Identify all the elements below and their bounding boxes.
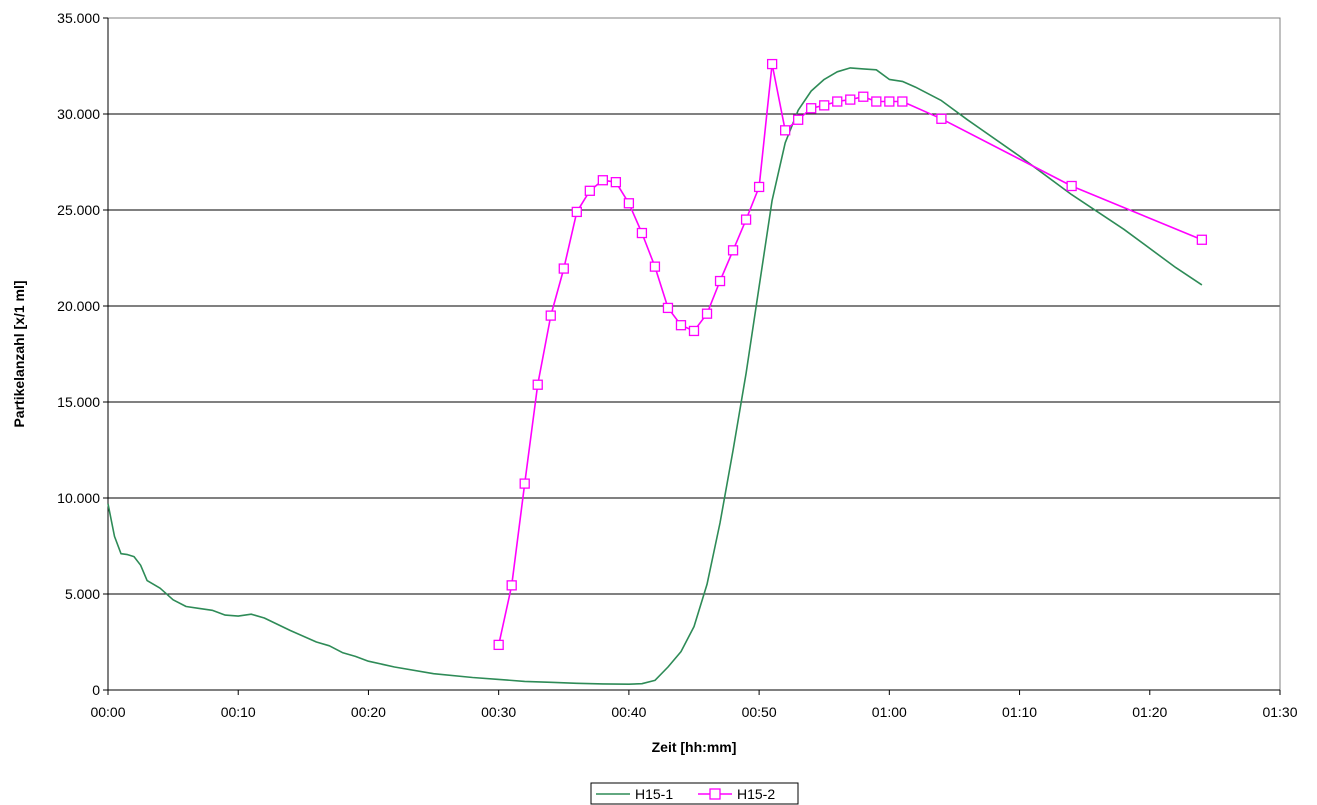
data-point-h15-2 — [597, 175, 608, 186]
data-point-h15-2 — [545, 310, 556, 321]
y-tick-label: 35.000 — [57, 10, 100, 26]
y-tick-label: 20.000 — [57, 298, 100, 314]
data-point-h15-2 — [727, 245, 739, 256]
plot-area-border — [107, 17, 1281, 691]
data-point-h15-2 — [740, 214, 752, 225]
series-line-h15-2 — [497, 63, 1203, 646]
y-tick-label: 30.000 — [57, 106, 100, 122]
data-point-h15-2 — [636, 227, 648, 239]
legend-box — [590, 782, 799, 805]
x-tick-label: 00:10 — [221, 704, 256, 720]
data-point-h15-2 — [558, 263, 569, 274]
data-point-h15-2 — [871, 96, 882, 107]
data-point-h15-2 — [623, 198, 635, 209]
data-point-h15-2 — [701, 308, 713, 319]
x-tick-label: 00:50 — [742, 704, 777, 720]
x-tick-label: 00:20 — [351, 704, 386, 720]
data-point-h15-2 — [571, 206, 582, 218]
x-tick-label: 00:00 — [90, 704, 125, 720]
data-point-h15-2 — [688, 325, 700, 337]
data-point-h15-2 — [845, 94, 856, 105]
data-point-h15-2 — [662, 302, 674, 314]
series-markers — [493, 58, 1208, 651]
x-tick-label: 01:30 — [1262, 704, 1297, 720]
data-point-h15-2 — [832, 96, 843, 107]
y-tick-label: 0 — [92, 682, 100, 698]
data-point-h15-2 — [793, 114, 804, 125]
data-point-h15-2 — [819, 100, 830, 111]
data-point-h15-2 — [675, 320, 687, 331]
y-tick-label: 5.000 — [65, 586, 100, 602]
data-point-h15-2 — [753, 181, 765, 193]
data-point-h15-2 — [766, 58, 778, 70]
y-axis-title: Partikelanzahl [x/1 ml] — [11, 280, 27, 427]
data-point-h15-2 — [649, 261, 661, 272]
gridlines — [108, 113, 1280, 595]
data-point-h15-2 — [584, 185, 595, 196]
y-tick-label: 25.000 — [57, 202, 100, 218]
data-point-h15-2 — [714, 275, 726, 287]
legend-label-h15-2: H15-2 — [737, 786, 775, 802]
x-tick-label: 01:10 — [1002, 704, 1037, 720]
legend-label-h15-1: H15-1 — [635, 786, 673, 802]
x-tick-label: 00:40 — [611, 704, 646, 720]
legend-marker-h15-2 — [709, 788, 721, 800]
data-point-h15-2 — [1196, 234, 1208, 245]
data-point-h15-2 — [1066, 180, 1077, 192]
x-axis: 00:00 00:10 00:20 00:30 00:40 00:50 01:00 01:10… — [90, 689, 1298, 720]
data-point-h15-2 — [493, 639, 504, 651]
series-line-h15-1 — [107, 67, 1203, 686]
data-point-h15-2 — [936, 113, 947, 124]
y-axis: 0 5.000 10.000 15.000 20.000 25.000 30.000 35.0… — [57, 10, 109, 698]
data-point-h15-2 — [897, 96, 908, 107]
data-point-h15-2 — [780, 125, 791, 136]
y-tick-label: 10.000 — [57, 490, 100, 506]
legend: H15-1 H15-2 — [590, 782, 799, 805]
x-tick-label: 01:20 — [1132, 704, 1167, 720]
data-point-h15-2 — [858, 91, 869, 102]
data-point-h15-2 — [806, 103, 817, 114]
x-tick-label: 01:00 — [872, 704, 907, 720]
data-point-h15-2 — [610, 177, 622, 188]
y-tick-label: 15.000 — [57, 394, 100, 410]
series-lines — [107, 63, 1203, 686]
x-tick-label: 00:30 — [481, 704, 516, 720]
data-point-h15-2 — [884, 96, 895, 107]
x-axis-title: Zeit [hh:mm] — [652, 739, 737, 755]
data-point-h15-2 — [532, 379, 543, 390]
data-point-h15-2 — [519, 478, 530, 489]
data-point-h15-2 — [506, 580, 517, 591]
